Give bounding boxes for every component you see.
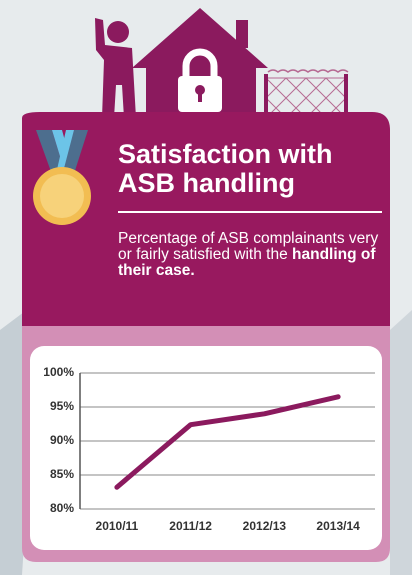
x-tick-label: 2011/12 [169, 519, 212, 533]
y-tick-label: 85% [50, 467, 74, 481]
medal-icon [33, 130, 91, 225]
fence-icon [264, 69, 349, 119]
subtitle-bold: handling of their case. [118, 246, 376, 279]
y-tick-label: 90% [50, 433, 74, 447]
person-icon [95, 18, 136, 118]
chart-card [30, 346, 382, 550]
subtitle: Percentage of ASB complainants very or f… [118, 231, 390, 279]
header-panel [22, 112, 390, 326]
x-tick-label: 2010/11 [96, 519, 139, 533]
subtitle-text: Percentage of ASB complainants very or f… [118, 230, 379, 263]
y-tick-label: 95% [50, 399, 74, 413]
x-tick-label: 2012/13 [243, 519, 287, 533]
x-tick-label: 2013/14 [316, 519, 360, 533]
data-line [114, 394, 341, 490]
chart-title: Satisfaction with ASB handling [118, 139, 333, 198]
y-tick-label: 80% [50, 501, 74, 515]
background-hill [390, 310, 412, 575]
y-tick-label: 100% [43, 365, 74, 379]
house-icon [132, 8, 268, 118]
